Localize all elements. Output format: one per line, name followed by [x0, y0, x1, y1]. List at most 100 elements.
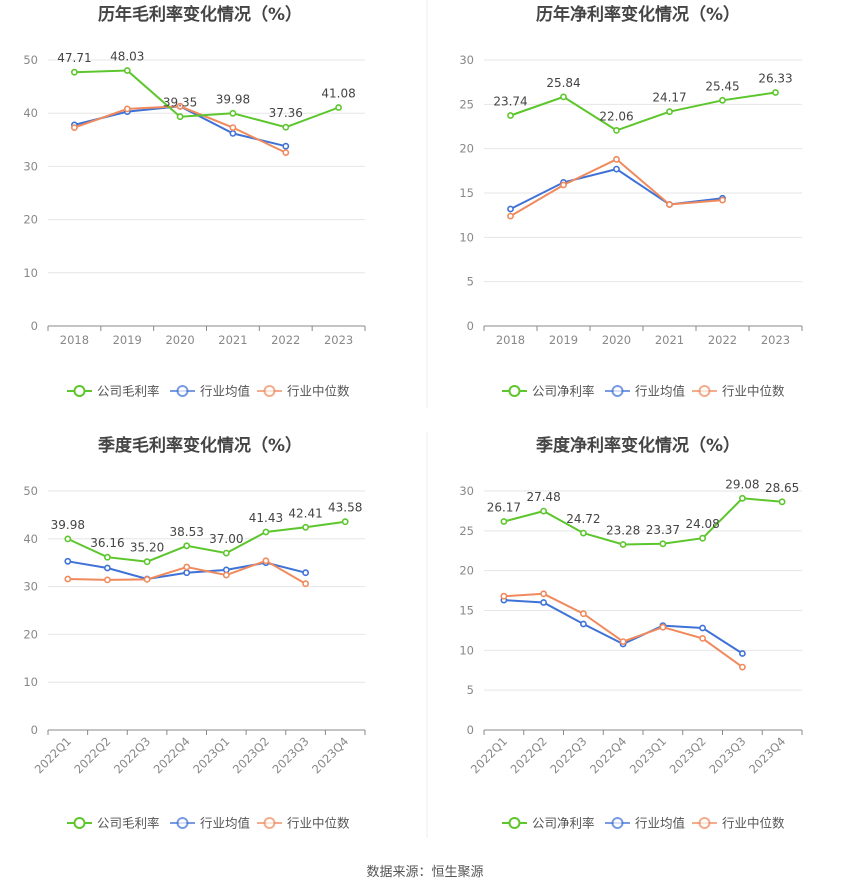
y-tick-label: 50: [23, 484, 38, 498]
data-point: [183, 563, 191, 571]
y-tick-label: 10: [459, 643, 474, 657]
data-point: [507, 212, 514, 220]
data-point: [659, 623, 667, 631]
y-tick-label: 10: [23, 675, 38, 689]
data-source-note: 数据来源：恒生聚源: [366, 865, 483, 880]
data-point: [71, 124, 78, 131]
data-point: [540, 590, 547, 598]
data-point: [580, 620, 587, 628]
data-point: [540, 599, 547, 606]
legend-label: 公司毛利率: [97, 384, 160, 399]
legend-marker-swatch: [73, 817, 86, 829]
y-tick-label: 15: [459, 186, 474, 200]
legend-marker-swatch: [176, 385, 189, 397]
x-tick-label: 2022: [708, 333, 737, 347]
data-point: [560, 181, 567, 189]
data-label: 35.20: [130, 541, 164, 555]
y-tick-label: 30: [459, 484, 474, 498]
x-tick-label: 2023Q1: [627, 734, 669, 776]
data-label: 23.28: [606, 524, 640, 538]
x-tick-label: 2022: [271, 333, 300, 347]
data-point: [302, 523, 309, 531]
x-tick-label: 2023: [324, 333, 353, 347]
x-tick-label: 2021: [218, 333, 247, 347]
data-point: [64, 575, 72, 583]
data-point: [183, 542, 191, 550]
data-label: 23.37: [646, 523, 680, 537]
data-point: [739, 663, 746, 671]
x-tick-label: 2023: [761, 333, 790, 347]
legend-marker-swatch: [508, 817, 521, 829]
y-tick-label: 5: [467, 683, 474, 697]
series-line: [74, 69, 339, 129]
y-tick-label: 0: [31, 723, 38, 737]
data-point: [580, 610, 587, 618]
data-point: [183, 569, 191, 577]
legend-marker-swatch: [698, 385, 711, 397]
data-point: [719, 196, 726, 204]
x-tick-label: 2022Q2: [508, 734, 550, 776]
data-label: 24.08: [685, 517, 719, 531]
data-label: 29.08: [725, 477, 759, 491]
data-point: [500, 592, 508, 600]
chart-panel: 季度毛利率变化情况（%）010203040502022Q12022Q22022Q…: [23, 435, 366, 831]
data-point: [772, 89, 779, 96]
legend-marker-swatch: [176, 817, 189, 829]
legend-marker-swatch: [611, 385, 624, 397]
series-line: [510, 91, 776, 132]
data-point: [500, 518, 508, 525]
legend-marker-swatch: [73, 385, 86, 397]
x-tick-label: 2023Q3: [706, 734, 748, 776]
data-point: [560, 93, 567, 101]
data-point: [229, 124, 237, 131]
legend-label: 行业中位数: [722, 816, 785, 831]
data-label: 25.45: [705, 79, 739, 93]
data-label: 36.16: [90, 536, 124, 550]
data-point: [282, 149, 290, 156]
y-tick-label: 0: [31, 319, 38, 333]
x-tick-label: 2022Q2: [71, 734, 113, 776]
chart-panel: 历年毛利率变化情况（%） 0 10 20 30 40 50 2018 2019 2020 2021 2…: [23, 4, 366, 399]
legend-marker-swatch: [263, 385, 276, 397]
x-tick-label: 2022Q3: [111, 734, 153, 776]
data-label: 37.00: [209, 532, 243, 546]
data-point: [739, 650, 746, 657]
y-tick-label: 20: [23, 213, 38, 227]
legend-marker-swatch: [611, 817, 624, 829]
legend-marker-swatch: [263, 817, 276, 829]
series-line: [503, 497, 783, 546]
data-point: [262, 557, 270, 565]
legend-label: 行业中位数: [287, 816, 350, 831]
legend-label: 行业均值: [635, 816, 685, 831]
data-point: [262, 528, 270, 536]
data-point: [64, 557, 72, 565]
legend-label: 行业中位数: [722, 384, 785, 399]
series-line: [67, 520, 346, 563]
legend-marker-swatch: [698, 817, 711, 829]
x-tick-label: 2018: [60, 333, 89, 347]
data-point: [699, 624, 706, 632]
x-tick-label: 2019: [113, 333, 142, 347]
data-point: [71, 68, 78, 76]
data-label: 24.72: [566, 512, 600, 526]
y-tick-label: 0: [467, 319, 474, 333]
x-tick-label: 2023Q1: [190, 734, 232, 776]
data-label: 26.33: [758, 72, 792, 86]
data-label: 43.58: [328, 501, 362, 515]
data-point: [739, 494, 746, 502]
data-label: 38.53: [170, 525, 204, 539]
data-point: [619, 638, 627, 645]
x-tick-label: 2023Q4: [309, 734, 351, 776]
chart-title: 季度净利率变化情况（%）: [536, 435, 740, 456]
data-point: [176, 113, 184, 121]
y-tick-label: 30: [23, 580, 38, 594]
x-tick-label: 2022Q1: [468, 734, 510, 776]
data-point: [341, 518, 349, 526]
data-point: [282, 142, 290, 150]
data-label: 41.43: [249, 511, 283, 525]
y-tick-label: 10: [23, 266, 38, 280]
data-point: [229, 129, 237, 137]
y-tick-label: 0: [467, 723, 474, 737]
data-label: 48.03: [110, 49, 144, 63]
